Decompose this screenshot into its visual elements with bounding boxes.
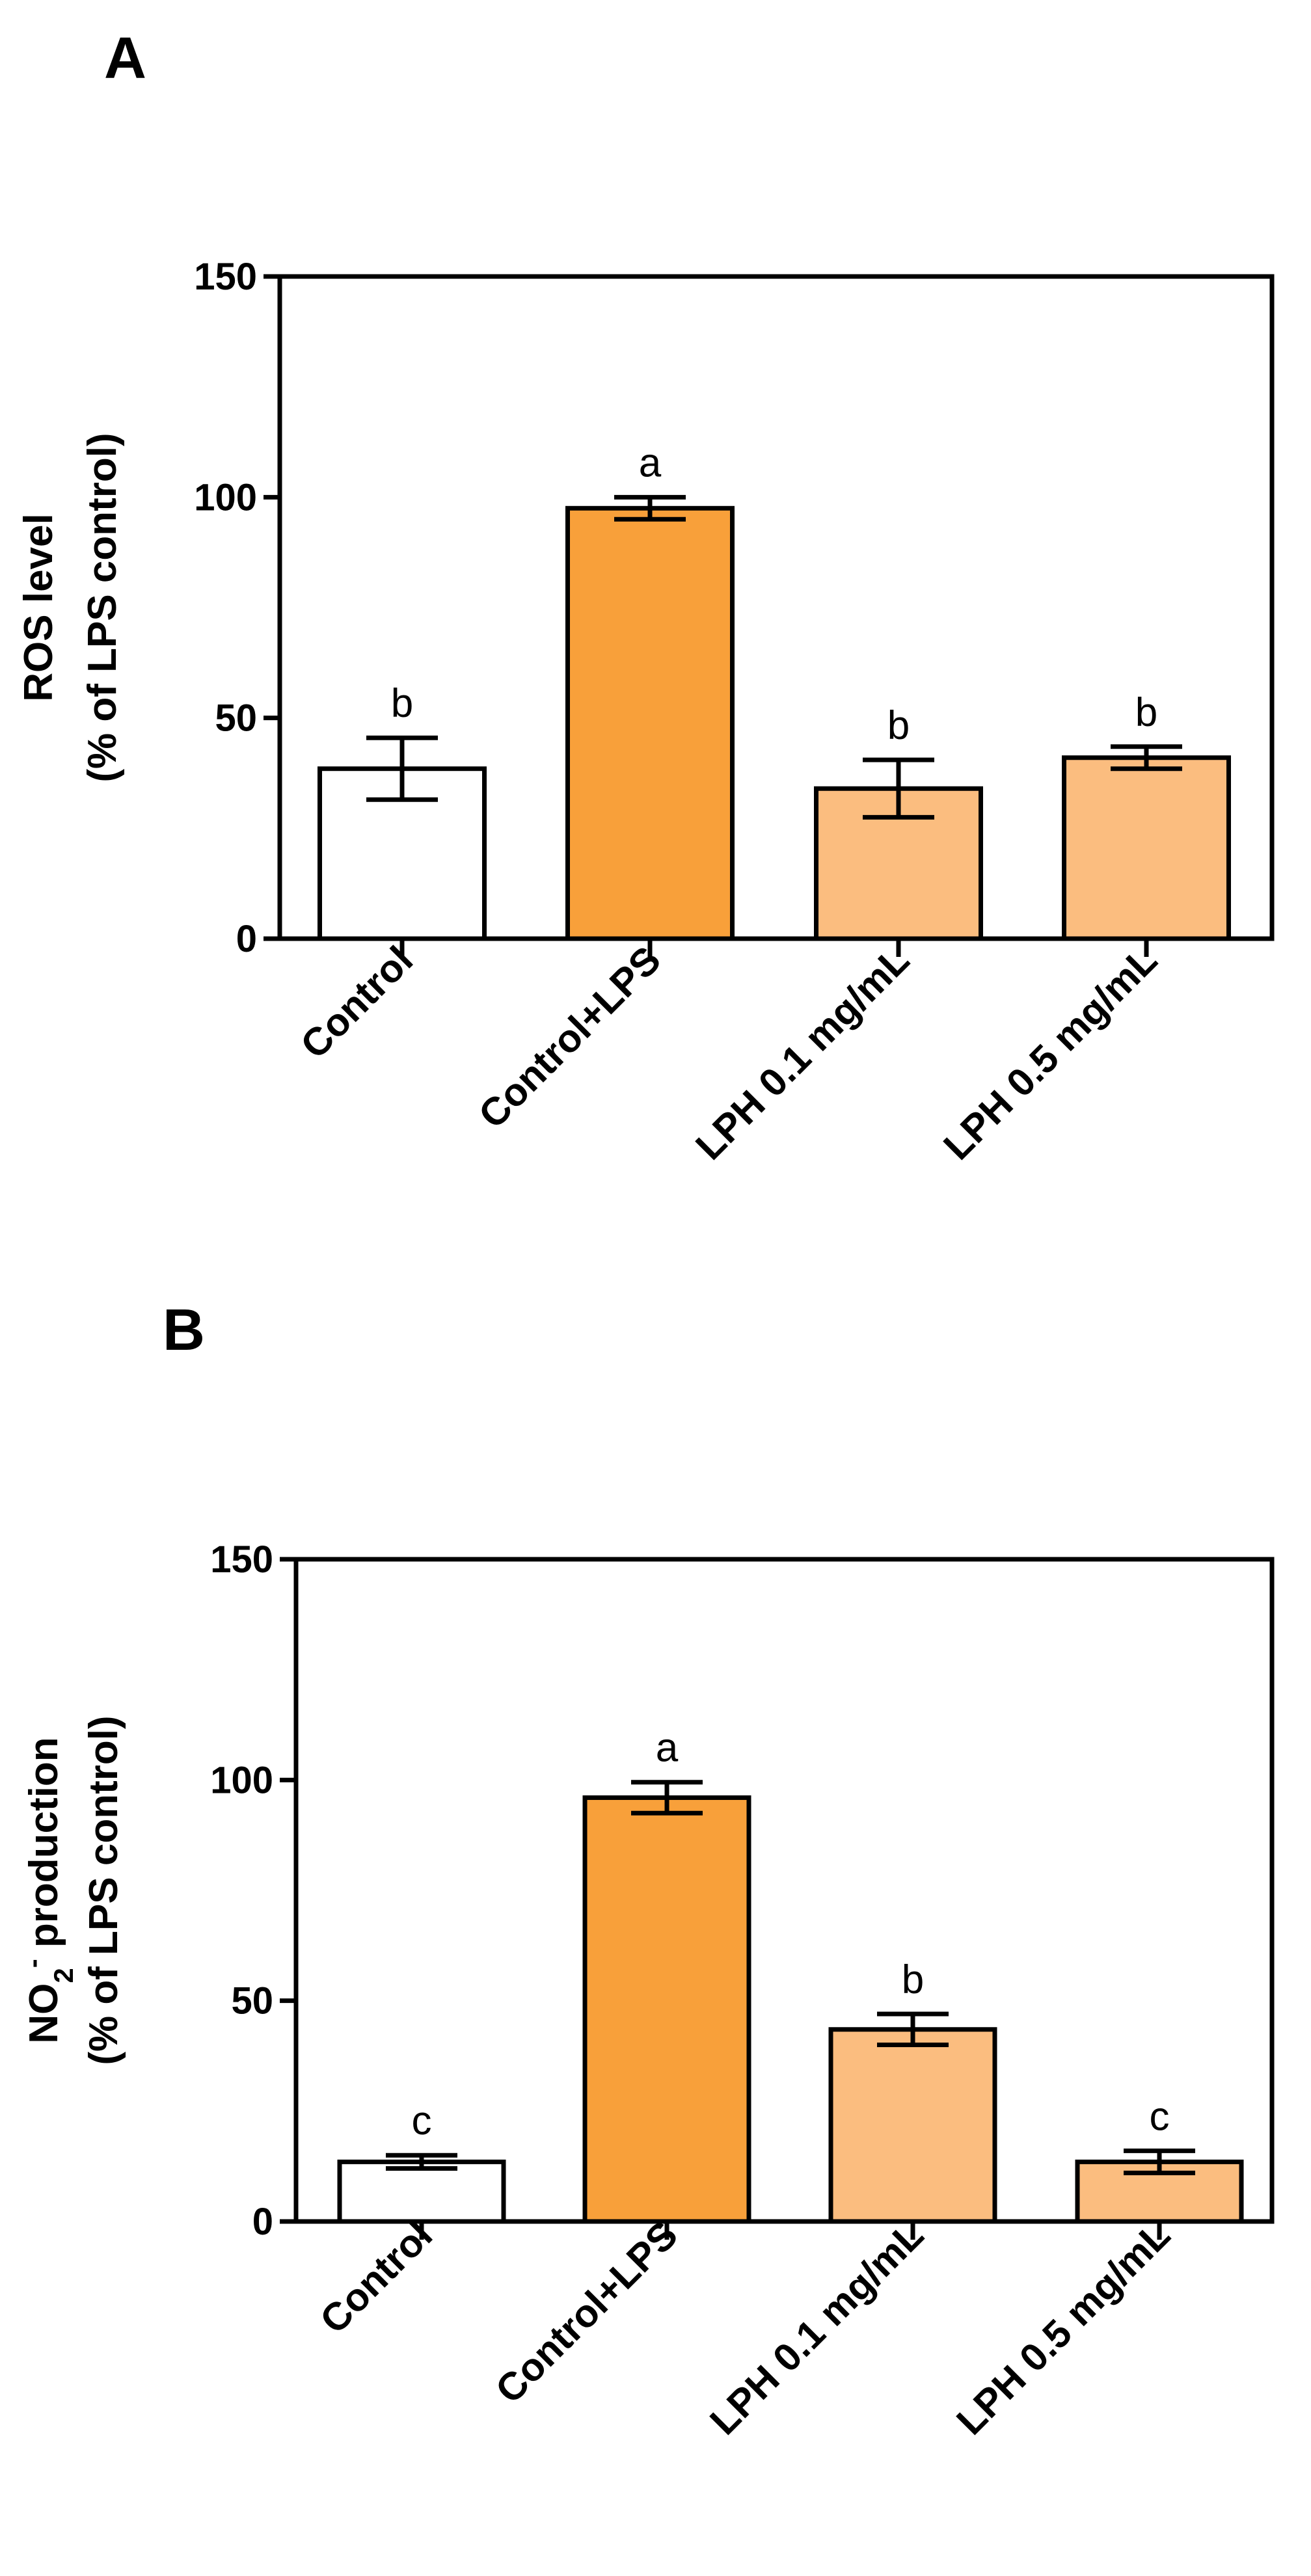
y-tick-label: 150 — [210, 1538, 273, 1581]
y-axis-title-rest: production — [21, 1737, 66, 1959]
plot-frame — [277, 274, 1275, 941]
y-axis-title-superscript: - — [18, 1959, 48, 1968]
significance-label: b — [902, 1957, 924, 2002]
significance-label: c — [1150, 2094, 1170, 2139]
plot-frame — [293, 1557, 1275, 2224]
y-axis-title-line1: ROS level — [16, 513, 61, 701]
y-axis-title-subscript: 2 — [48, 1968, 79, 1983]
significance-label: b — [1135, 690, 1157, 735]
panel-letter: B — [163, 1298, 205, 1363]
y-axis-title-line2: (% of LPS control) — [81, 1715, 126, 2065]
y-axis-title-main: NO — [21, 1983, 66, 2044]
bar — [337, 2159, 506, 2224]
significance-label: a — [656, 1726, 679, 1771]
y-tick-label: 0 — [236, 918, 257, 960]
y-tick-label: 100 — [194, 476, 257, 518]
y-tick-label: 50 — [231, 1980, 273, 2022]
bar — [1062, 755, 1231, 941]
bar — [1075, 2159, 1244, 2224]
significance-label: b — [887, 703, 910, 748]
y-axis-title-line1: NO2- production — [18, 1737, 79, 2043]
bar — [565, 505, 735, 941]
y-tick-label: 0 — [252, 2201, 273, 2243]
y-tick-label: 100 — [210, 1759, 273, 1801]
y-tick-label: 150 — [194, 256, 257, 298]
y-tick-label: 50 — [215, 697, 257, 740]
significance-label: b — [391, 681, 413, 726]
y-axis-title-line2: (% of LPS control) — [80, 433, 125, 782]
bar — [582, 1795, 751, 2224]
bar — [828, 2027, 997, 2224]
panel-letter: A — [104, 26, 146, 91]
significance-label: c — [412, 2099, 432, 2143]
significance-label: a — [639, 440, 662, 485]
